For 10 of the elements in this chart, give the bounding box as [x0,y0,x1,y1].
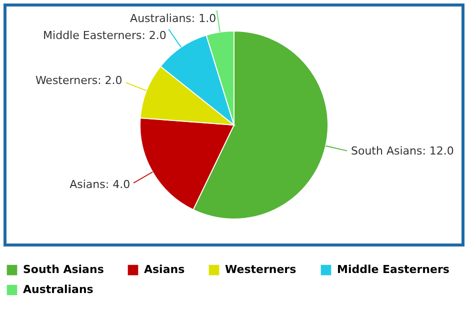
legend-label: Westerners [225,263,297,276]
data-label: Westerners: 2.0 [35,74,122,88]
data-label: Middle Easterners: 2.0 [43,29,166,42]
legend-label: Australians [23,283,94,296]
data-label: Asians: 4.0 [70,178,130,191]
legend-label: Asians [144,263,186,276]
legend-label: Middle Easterners [337,263,450,276]
data-label: Australians: 1.0 [130,12,216,25]
data-label: South Asians: 12.0 [350,144,454,158]
legend-label: South Asians [23,263,104,276]
